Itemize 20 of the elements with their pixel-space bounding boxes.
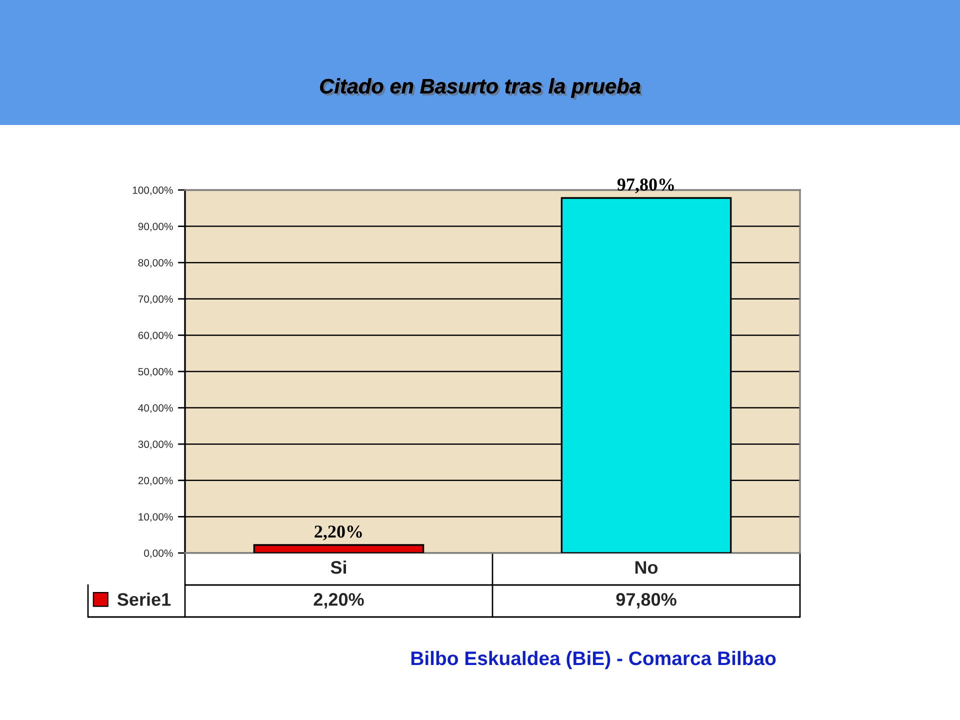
y-tick-label: 90,00% bbox=[138, 222, 173, 232]
y-tick-label: 10,00% bbox=[138, 513, 173, 522]
y-tick-label: 40,00% bbox=[138, 404, 173, 413]
data-label: 2,20% bbox=[314, 593, 364, 608]
legend-label: Serie1 bbox=[117, 592, 171, 606]
y-tick-label: 100,00% bbox=[132, 186, 173, 196]
y-tick-label: 30,00% bbox=[138, 440, 173, 450]
data-label: 97,80% bbox=[616, 593, 676, 608]
text: 97,80% bbox=[617, 178, 674, 194]
y-tick-label: 50,00% bbox=[138, 368, 173, 377]
y-tick-label: 70,00% bbox=[138, 295, 173, 304]
y-tick-label: 20,00% bbox=[138, 476, 173, 486]
text: Bilbo Eskualdea (BiE) - Comarca Bilbao bbox=[411, 650, 776, 670]
y-tick-label: 0,00% bbox=[144, 550, 173, 558]
text: 2,20% bbox=[314, 526, 362, 540]
chart-title: Citado en Basurto tras la prueba bbox=[320, 78, 642, 100]
x-tick-label: No bbox=[635, 561, 658, 574]
y-tick-label: 80,00% bbox=[138, 259, 173, 268]
y-tick-label: 60,00% bbox=[138, 332, 173, 340]
x-tick-label: Si bbox=[330, 560, 346, 574]
